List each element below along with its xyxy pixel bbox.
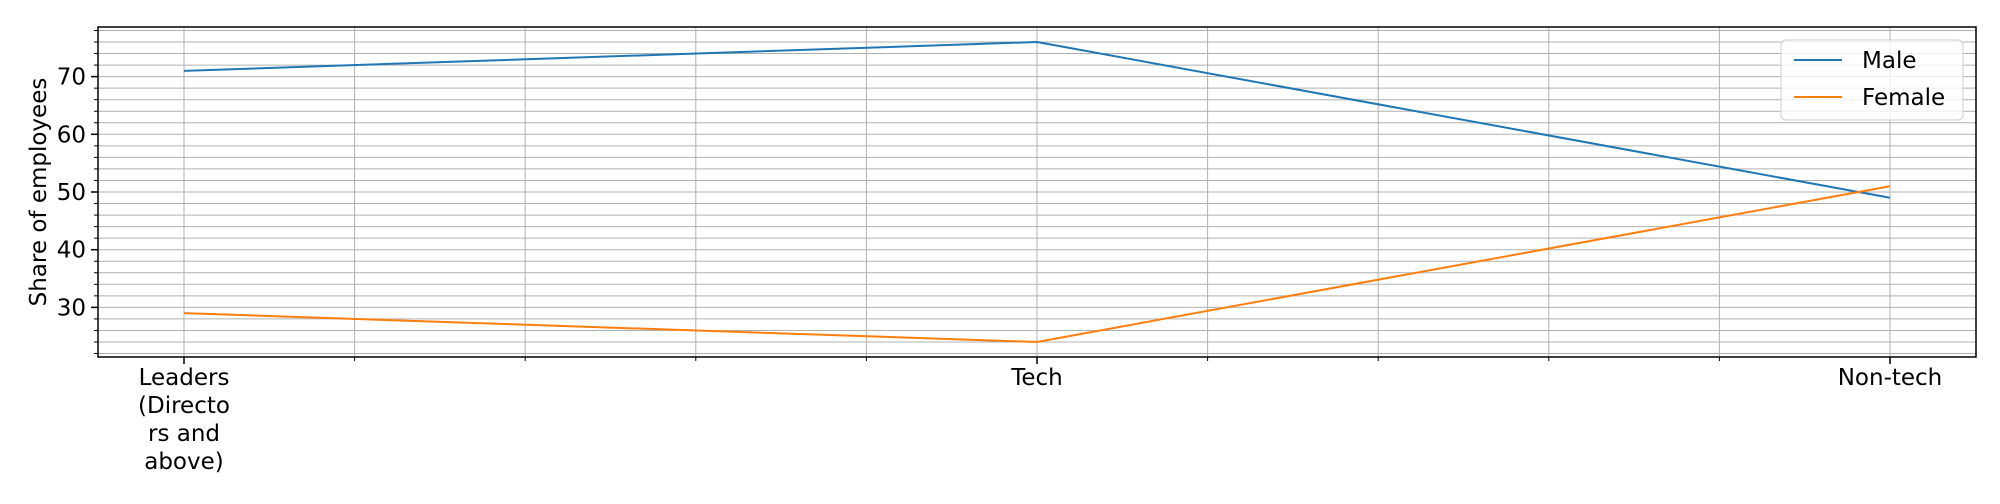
series-line-male bbox=[183, 41, 1891, 199]
y-tick-label: 70 bbox=[57, 65, 86, 91]
x-tick-label: Tech bbox=[1010, 365, 1063, 391]
x-axis: Leaders (Directo rs and above) Tech Non-tech bbox=[138, 357, 1942, 475]
y-axis-label: Share of employees bbox=[26, 78, 52, 307]
x-tick-label-line: Tech bbox=[1010, 365, 1063, 391]
x-tick-label-line: Non-tech bbox=[1838, 365, 1943, 391]
y-tick-label: 30 bbox=[57, 295, 86, 321]
y-tick-label: 40 bbox=[57, 238, 86, 264]
legend: Male Female bbox=[1780, 39, 1964, 121]
x-tick-label: Non-tech bbox=[1838, 365, 1943, 391]
legend-label-male: Male bbox=[1862, 48, 1916, 74]
legend-label-female: Female bbox=[1862, 85, 1945, 111]
series-lines bbox=[183, 41, 1891, 343]
x-tick-label-line: above) bbox=[144, 449, 224, 475]
x-tick-label: Leaders (Directo rs and above) bbox=[138, 365, 230, 475]
y-tick-label: 60 bbox=[57, 122, 86, 148]
y-tick-label: 50 bbox=[57, 180, 86, 206]
series-line-female bbox=[183, 185, 1891, 343]
grid bbox=[98, 27, 1976, 357]
x-tick-label-line: (Directo bbox=[138, 393, 230, 419]
x-tick-label-line: rs and bbox=[148, 421, 220, 447]
x-tick-label-line: Leaders bbox=[139, 365, 230, 391]
y-axis: 30 40 50 60 70 bbox=[57, 29, 98, 355]
